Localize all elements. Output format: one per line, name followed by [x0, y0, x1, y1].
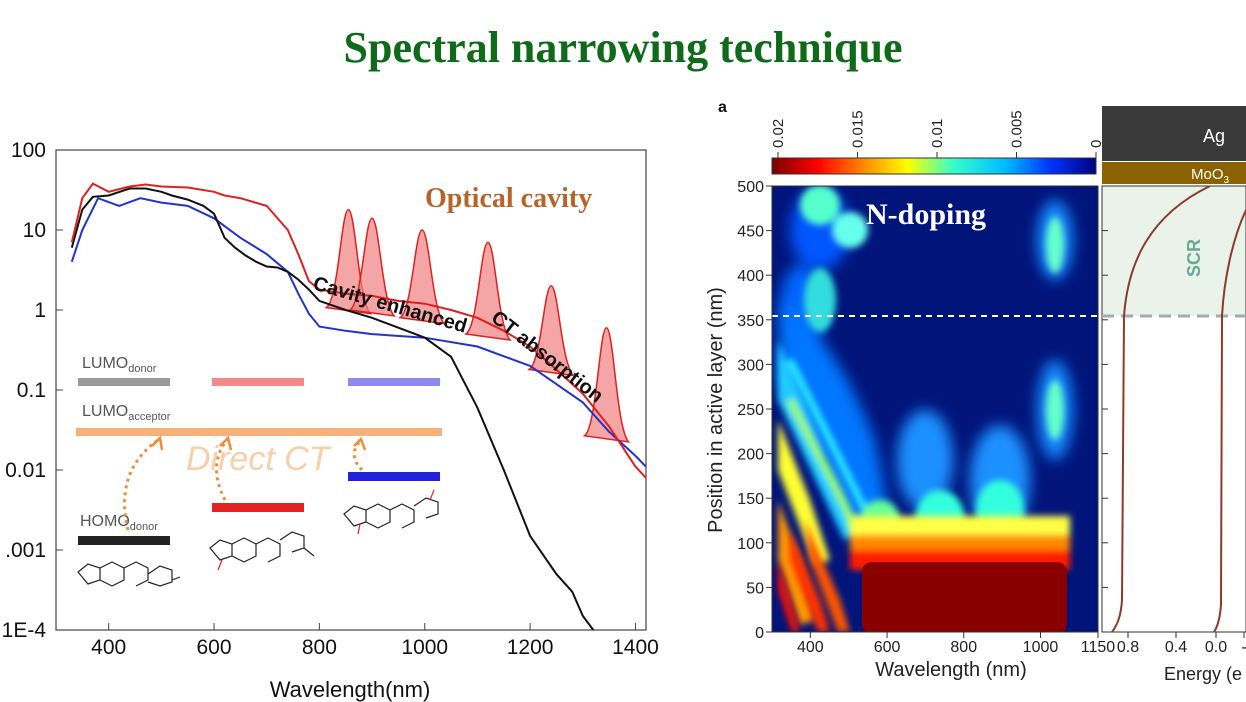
heatmap-x-tick-label: 1000 [1023, 639, 1059, 656]
colorbar-tick-label: 0.02 [770, 119, 787, 148]
heatmap-y-tick-label: 150 [737, 491, 764, 508]
slide-title: Spectral narrowing technique [343, 23, 903, 72]
molecule-structure-red [209, 531, 315, 571]
series-line-black [70, 187, 595, 630]
heatmap-x-tick-label: 800 [950, 639, 977, 656]
band-curve-right [1213, 209, 1246, 633]
heatmap-y-tick-label: 350 [737, 313, 764, 330]
colorbar-tick-label: 0 [1088, 140, 1105, 148]
transition-arrow-2 [215, 439, 229, 501]
colorbar-ticks: 0.02 0.015 0.01 0.005 0 [770, 110, 1105, 158]
series-line-red [70, 182, 646, 479]
homo-donor-bar [78, 536, 170, 545]
left-y-axis: 100 10 1 0.1 0.01 .001 1E-4 [2, 139, 63, 642]
lumo-donor-label: LUMOdonor [82, 355, 157, 375]
band-x-axis: 0.8 0.4 0.0- [1117, 632, 1246, 656]
heatmap-x-tick-label: 1150 [1081, 639, 1116, 656]
left-y-tick-label: .001 [5, 539, 46, 562]
heatmap-y-tick-label: 250 [737, 402, 764, 419]
series-line-blue [70, 196, 646, 468]
band-y-ticks [1102, 185, 1108, 633]
n-doping-label: N-doping [866, 198, 986, 231]
cavity-peaks [324, 208, 631, 443]
cavity-peak [463, 241, 512, 342]
lumo-donor-bar-3 [348, 378, 440, 386]
direct-ct-label: Direct CT [186, 440, 332, 478]
homo-donor-label: HOMOdonor [80, 513, 158, 533]
left-x-tick-label: 600 [197, 636, 232, 659]
heatmap-y-tick-label: 50 [746, 580, 764, 597]
colorbar-tick-label: 0.005 [1009, 110, 1026, 148]
heatmap-x-axis-label: Wavelength (nm) [875, 659, 1027, 681]
arrow-head-3 [353, 436, 367, 451]
left-x-tick-label: 800 [302, 636, 337, 659]
homo-bar-blue [348, 472, 440, 481]
left-y-tick-label: 0.01 [5, 459, 46, 482]
lumo-donor-bar-1 [78, 378, 170, 386]
panel-label: a [718, 99, 727, 116]
left-x-axis-label: Wavelength(nm) [270, 677, 431, 702]
energy-level-diagram: LUMOdonor LUMOacceptor Direct CT HOMOdon… [76, 355, 442, 545]
optical-cavity-label: Optical cavity [425, 183, 592, 214]
heatmap-y-tick-label: 100 [737, 536, 764, 553]
heatmap-y-tick-label: 450 [737, 224, 764, 241]
moo3-layer [1102, 162, 1246, 184]
heatmap-x-tick-label: 400 [797, 639, 824, 656]
cavity-peak [527, 285, 576, 377]
heatmap-y-tick-label: 300 [737, 357, 764, 374]
left-series [70, 182, 646, 630]
molecule-structure-blue [343, 489, 439, 535]
heatmap-x-tick-label: 600 [874, 639, 901, 656]
colorbar [771, 157, 1097, 175]
left-y-tick-label: 10 [23, 219, 46, 242]
left-chart: 100 10 1 0.1 0.01 .001 1E-4 400 600 800 1000 1200 1… [2, 139, 659, 702]
band-diagram-panel: Ag MoO3 SCR 0.8 0.4 0.0- Energy (e [1101, 106, 1246, 684]
left-y-tick-label: 1E-4 [2, 619, 47, 642]
left-x-tick-label: 1200 [507, 636, 554, 659]
colorbar-tick-label: 0.015 [850, 110, 867, 148]
ag-layer [1102, 106, 1246, 161]
moo3-layer-label: MoO3 [1191, 166, 1230, 186]
left-x-tick-label: 400 [91, 636, 126, 659]
band-x-tick-label: 0.4 [1165, 639, 1187, 656]
colorbar-tick-label: 0.01 [929, 119, 946, 148]
ag-layer-label: Ag [1203, 126, 1225, 146]
left-y-tick-label: 100 [11, 139, 46, 162]
left-x-tick-label: 1000 [401, 636, 448, 659]
heatmap-y-axis-label: Position in active layer (nm) [705, 287, 727, 533]
heatmap-y-tick-label: 200 [737, 447, 764, 464]
band-x-tick-label: 0.8 [1117, 639, 1139, 656]
arrow-head-2 [219, 435, 233, 451]
heatmap-y-tick-label: 0 [755, 625, 764, 642]
left-y-tick-label: 1 [34, 299, 46, 322]
heatmap-chart: a 0.02 0.015 0.01 0.005 0 [705, 99, 1115, 681]
band-x-axis-label: Energy (e [1164, 664, 1242, 684]
band-x-tick-label: 0.0 [1205, 639, 1227, 656]
left-y-tick-label: 0.1 [17, 379, 46, 402]
band-x-tick-label: - [1241, 639, 1246, 656]
heatmap-y-tick-label: 400 [737, 268, 764, 285]
heatmap-x-axis: 400 600 800 1000 1150 [797, 632, 1115, 656]
lumo-acceptor-label: LUMOacceptor [82, 403, 171, 423]
arrow-head-1 [151, 435, 164, 451]
lumo-acceptor-bar [76, 428, 442, 436]
heatmap-y-tick-label: 500 [737, 179, 764, 196]
cavity-peak [398, 229, 446, 325]
cavity-peak [348, 217, 396, 317]
homo-bar-red [212, 503, 304, 512]
left-x-axis: 400 600 800 1000 1200 1400 [91, 623, 659, 659]
lumo-donor-bar-2 [212, 378, 304, 386]
molecule-structure-black [77, 561, 181, 587]
heatmap-field [772, 186, 1098, 632]
scr-label: SCR [1184, 239, 1204, 277]
left-x-tick-label: 1400 [612, 636, 659, 659]
band-curve-left [1111, 185, 1211, 633]
